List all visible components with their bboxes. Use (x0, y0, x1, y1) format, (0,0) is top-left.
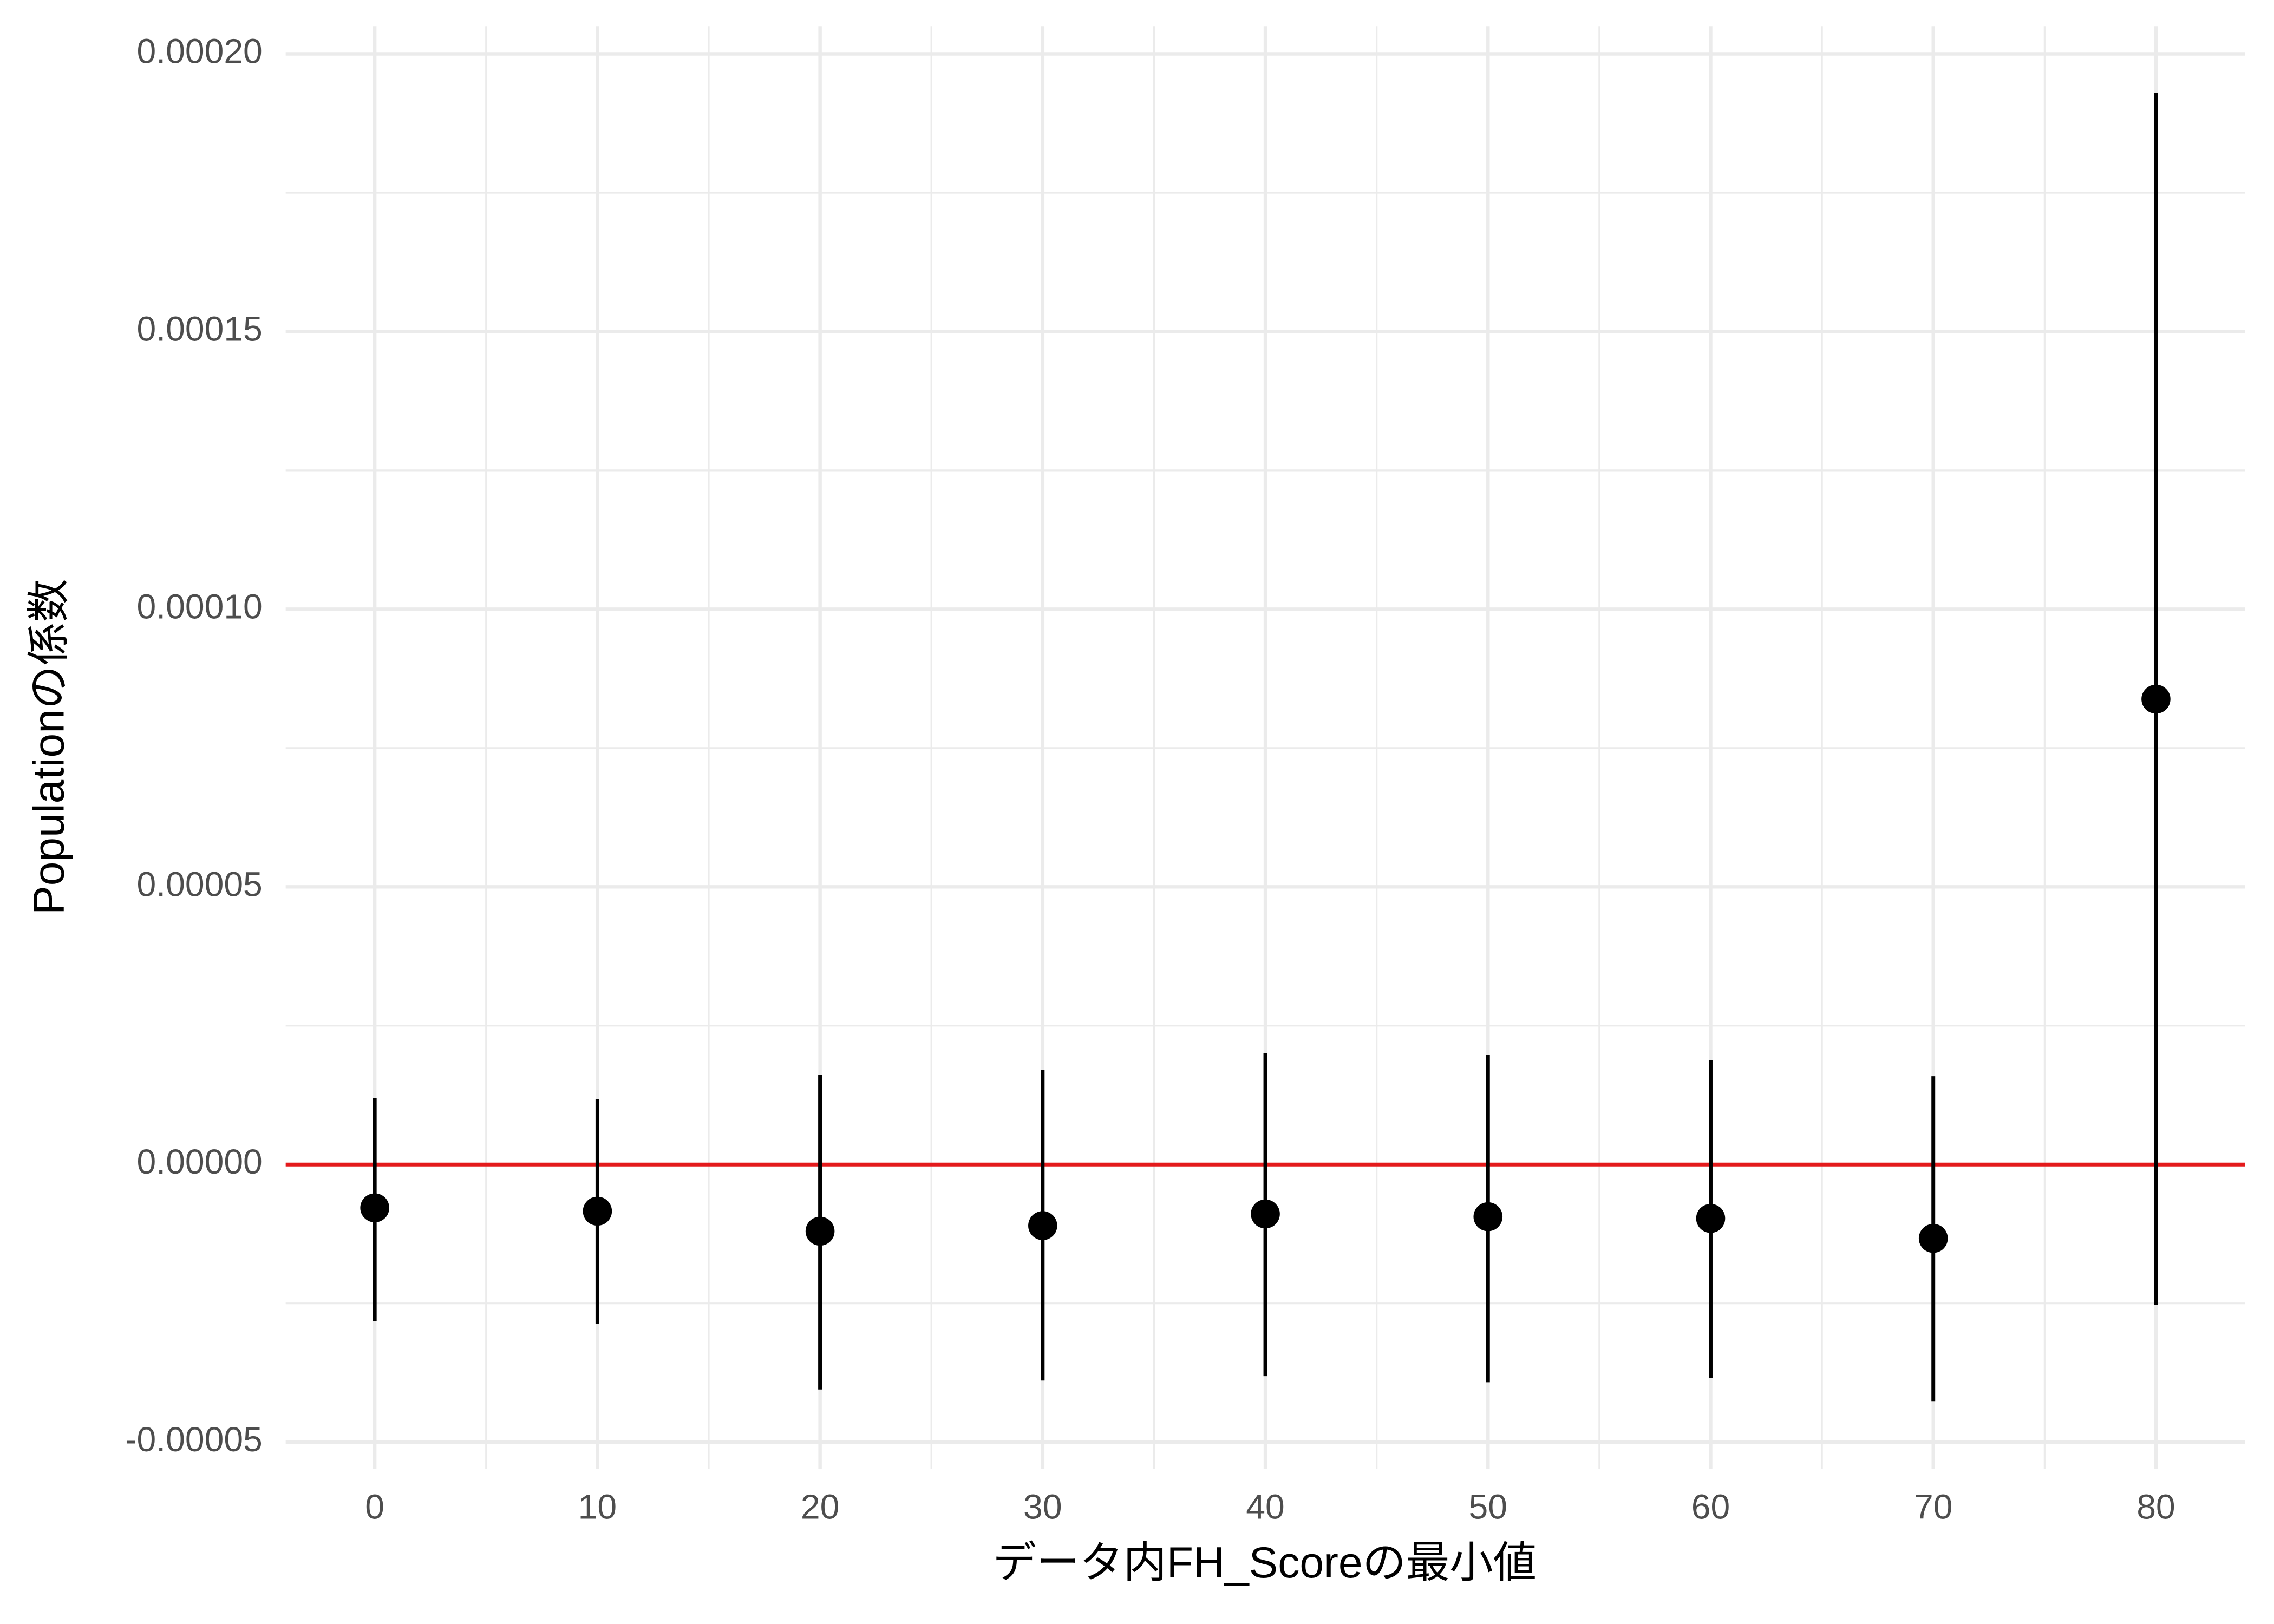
y-tick-label: 0.00005 (137, 865, 263, 903)
y-tick-label: 0.00010 (137, 587, 263, 626)
y-tick-label: -0.00005 (125, 1420, 263, 1459)
x-tick-label: 70 (1914, 1487, 1952, 1526)
x-tick-label: 0 (365, 1487, 384, 1526)
point (1251, 1199, 1280, 1229)
x-tick-label: 40 (1246, 1487, 1284, 1526)
y-tick-label: 0.00020 (137, 31, 263, 70)
y-tick-label: 0.00015 (137, 309, 263, 348)
point (2141, 684, 2171, 714)
point (1473, 1202, 1503, 1232)
x-tick-label: 60 (1691, 1487, 1730, 1526)
point (1918, 1223, 1948, 1253)
point (1028, 1211, 1057, 1240)
x-tick-label: 50 (1469, 1487, 1507, 1526)
point (805, 1216, 835, 1246)
y-tick-label: 0.00000 (137, 1142, 263, 1181)
x-tick-label: 20 (801, 1487, 839, 1526)
x-tick-label: 30 (1023, 1487, 1062, 1526)
point (360, 1193, 389, 1223)
point (1696, 1203, 1726, 1233)
y-axis-title: Populationの係数 (25, 579, 74, 915)
x-axis-title: データ内FH_Scoreの最小値 (993, 1538, 1537, 1587)
point (583, 1196, 612, 1226)
x-tick-label: 80 (2136, 1487, 2175, 1526)
x-tick-label: 10 (578, 1487, 617, 1526)
